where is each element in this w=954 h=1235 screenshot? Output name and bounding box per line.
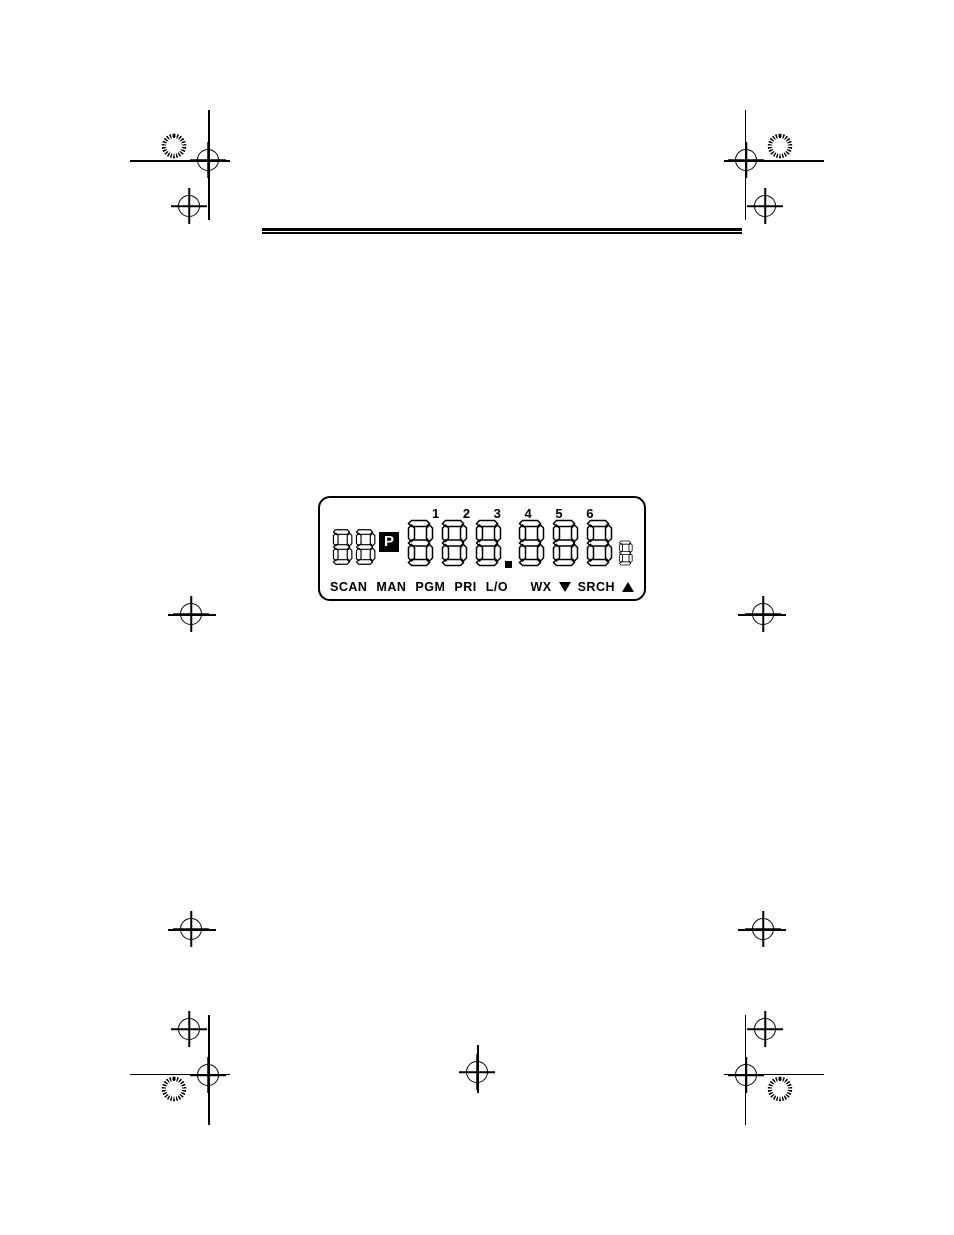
lcd-p-indicator: P	[379, 532, 399, 552]
lcd-digit-big-6	[581, 519, 615, 572]
lcd-digit-big-4	[513, 519, 547, 572]
lcd-digit-big-3	[470, 519, 504, 572]
lcd-digit-big-2	[436, 519, 470, 572]
regmark-top-left	[0, 0, 260, 260]
lcd-label-srch: SRCH	[578, 580, 615, 594]
lcd-display: 1 2 3 4 5 6 P SCAN MAN PGM PRI L/O WX SR…	[318, 496, 646, 601]
regmark-mid-right	[726, 600, 786, 640]
regmark-bottom-center	[447, 1055, 507, 1095]
triangle-down-icon	[559, 582, 571, 592]
lcd-label-pgm: PGM	[415, 580, 445, 594]
lcd-decimal-dot	[505, 561, 512, 568]
lcd-label-wx: WX	[530, 580, 551, 594]
triangle-up-icon	[622, 582, 634, 592]
regmark-low-left	[168, 915, 228, 955]
lcd-label-lo: L/O	[486, 580, 508, 594]
lcd-bottom-row: SCAN MAN PGM PRI L/O WX SRCH	[330, 580, 634, 594]
regmark-top-right	[694, 0, 954, 260]
lcd-digit-row: P	[330, 524, 634, 572]
lcd-label-man: MAN	[376, 580, 406, 594]
lcd-label-scan: SCAN	[330, 580, 367, 594]
lcd-digit-big-5	[547, 519, 581, 572]
regmark-bottom-right	[694, 975, 954, 1235]
regmark-bottom-left	[0, 975, 260, 1235]
lcd-digit-tiny	[617, 539, 633, 572]
section-rule	[262, 228, 742, 233]
lcd-digit-small-2	[353, 527, 376, 572]
regmark-mid-left	[168, 600, 228, 640]
lcd-digit-small-1	[330, 527, 353, 572]
lcd-digit-big-1	[402, 519, 436, 572]
regmark-low-right	[726, 915, 786, 955]
lcd-label-pri: PRI	[454, 580, 476, 594]
